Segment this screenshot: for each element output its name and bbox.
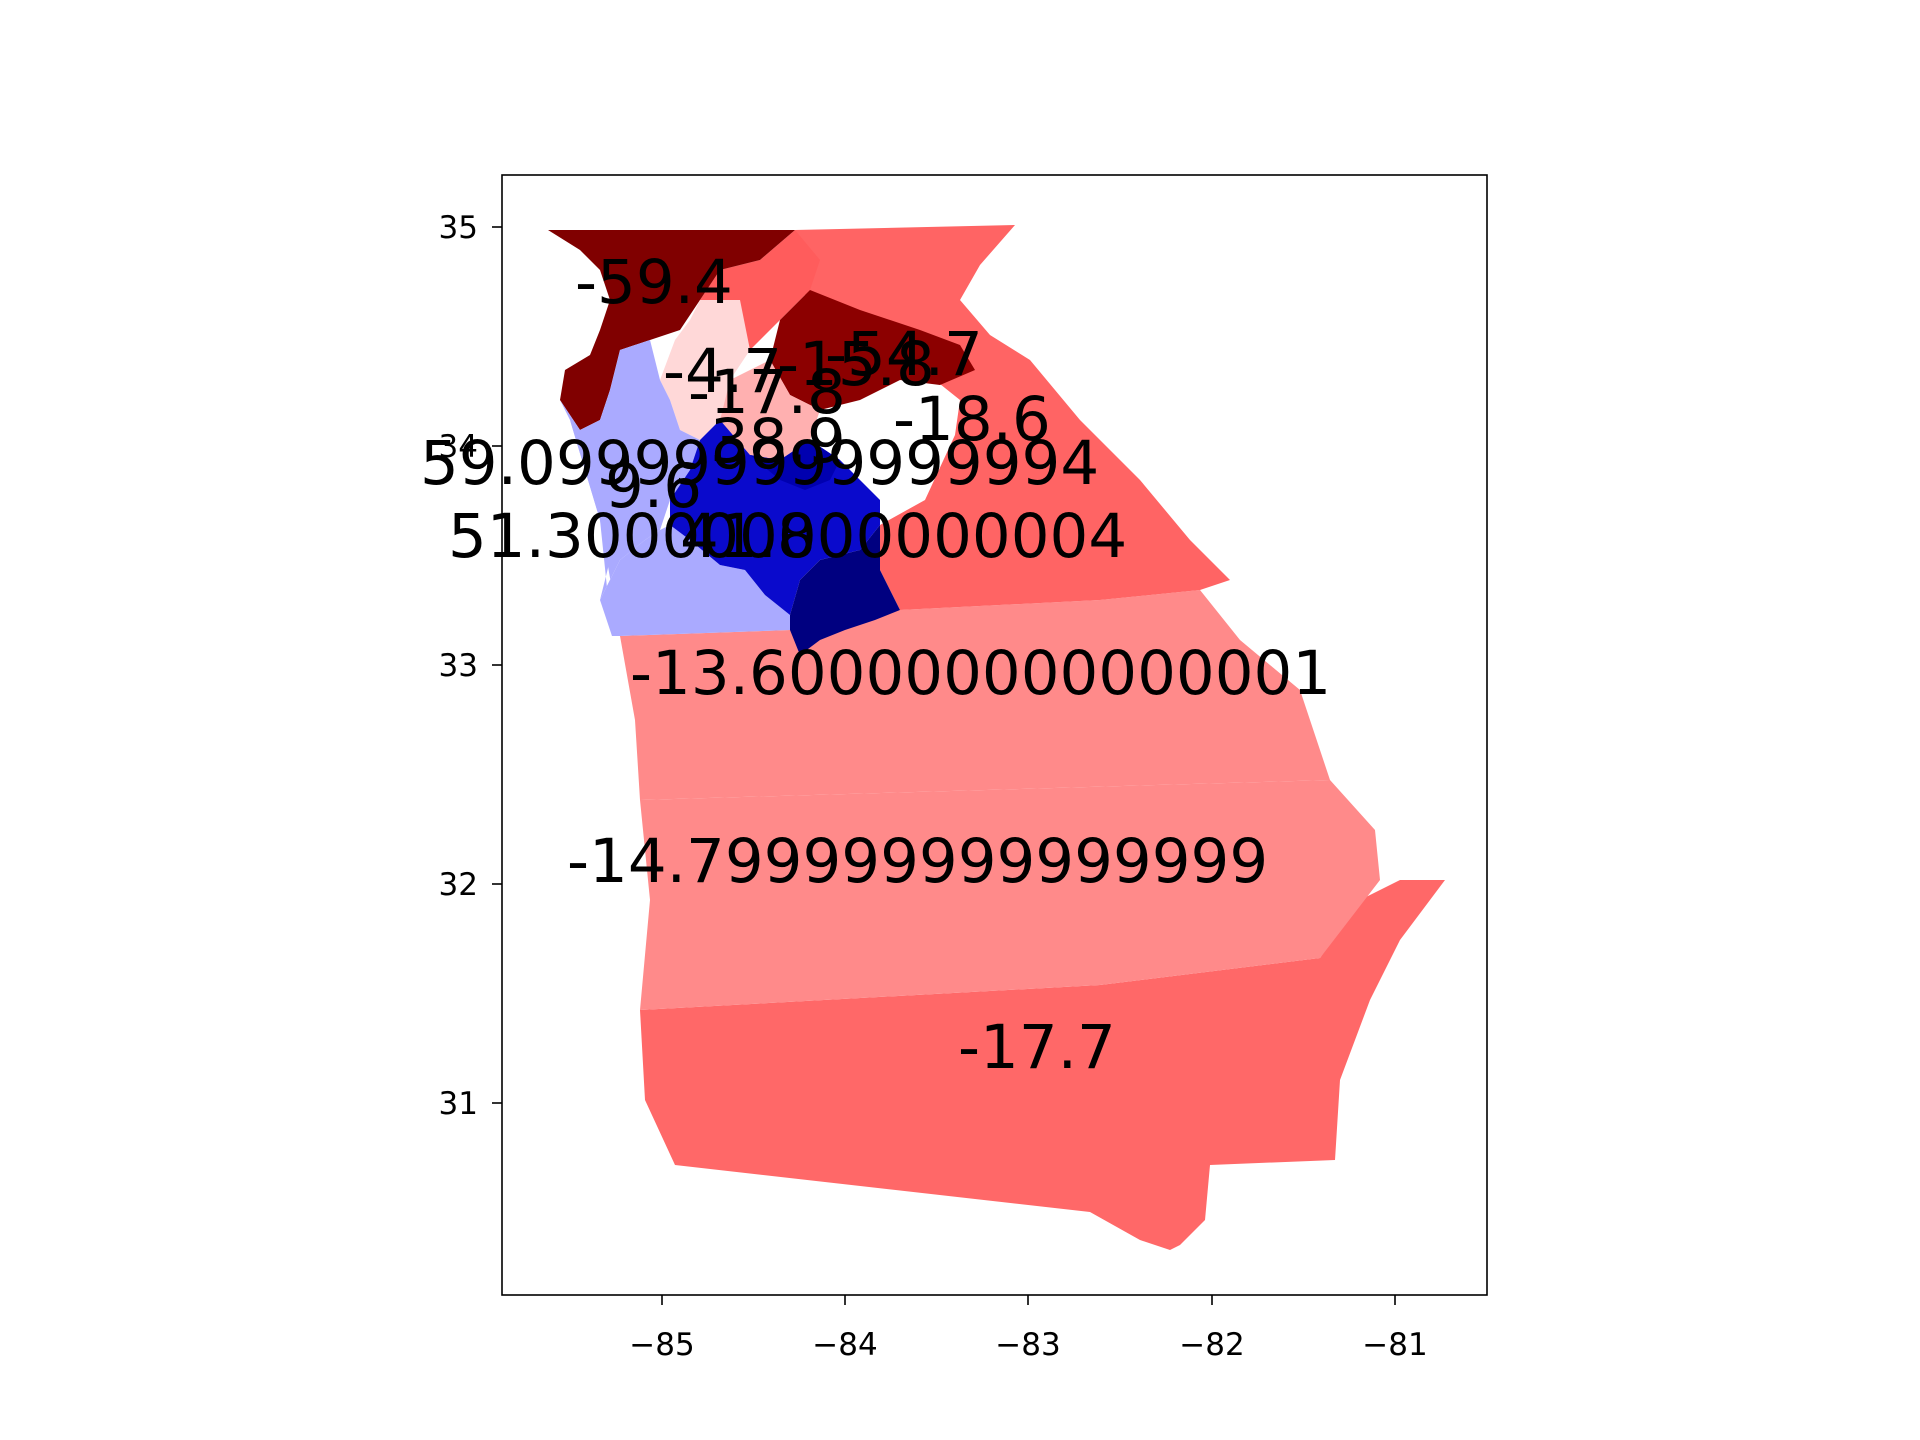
district-label-7: -17.8: [688, 357, 846, 428]
x-tick-label: −82: [1179, 1327, 1244, 1363]
district-label-9: -54.7: [825, 319, 983, 390]
y-tick-label: 35: [439, 210, 478, 246]
x-tick-label: −85: [629, 1327, 694, 1363]
district-region-5: [560, 340, 700, 636]
district-label-1: -17.7: [958, 1012, 1116, 1083]
district-label-10: -18.6: [893, 384, 1051, 455]
y-axis: 35 34 33 32 31: [439, 210, 502, 1122]
district-label-12: -13.600000000000001: [630, 638, 1331, 709]
district-label-8: -14.799999999999999: [567, 826, 1268, 897]
district-region-14: [548, 230, 795, 430]
district-region-6: [660, 300, 750, 440]
x-tick-label: −84: [812, 1327, 877, 1363]
x-tick-label: −81: [1362, 1327, 1427, 1363]
district-region-9: [770, 290, 975, 410]
district-region-3: [570, 420, 790, 636]
district-region-1: [640, 880, 1445, 1250]
district-region-7: [720, 360, 820, 460]
y-tick-label: 33: [439, 648, 478, 684]
y-tick-label: 34: [439, 429, 478, 465]
district-label-2: 41.8: [680, 501, 816, 572]
district-region-4: [750, 440, 840, 490]
district-label-6: -4.7: [663, 336, 782, 407]
district-label-13: 59.099999999999994: [420, 428, 1099, 499]
district-region-8: [640, 780, 1380, 1010]
y-tick-label: 31: [439, 1086, 478, 1122]
x-tick-label: −83: [995, 1327, 1060, 1363]
district-regions: [548, 225, 1445, 1250]
x-axis: −85 −84 −83 −82 −81: [629, 1295, 1428, 1363]
district-labels: -59.4 -54.7 -18.6 -15.8 -4.7 -17.8 38.9 …: [420, 247, 1331, 1083]
district-label-4: 38.9: [710, 406, 846, 477]
district-label-11: -15.8: [777, 329, 935, 400]
district-region-10: [795, 225, 1230, 610]
y-tick-label: 32: [439, 867, 478, 903]
district-label-5: 9.6: [605, 451, 702, 522]
plot-frame: [501, 174, 1488, 1296]
district-label-3: 51.300000000000004: [448, 501, 1127, 572]
district-label-14: -59.4: [575, 247, 733, 318]
district-region-2: [790, 525, 900, 655]
